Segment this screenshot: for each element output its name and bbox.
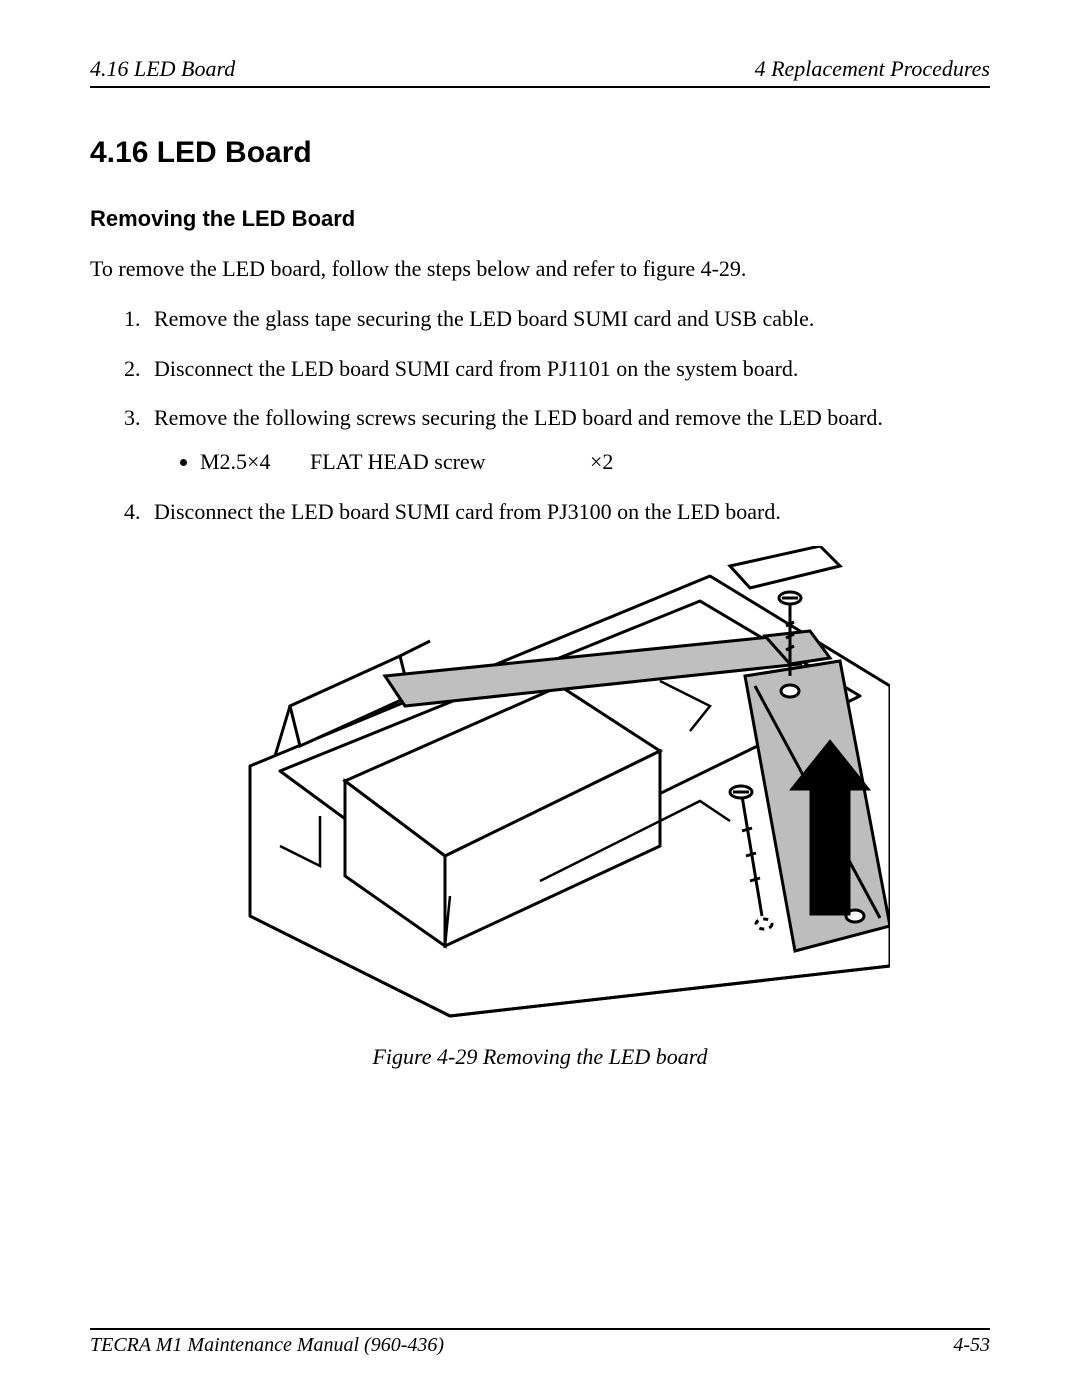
screw-desc: FLAT HEAD screw bbox=[310, 447, 590, 477]
screw-list: M2.5×4 FLAT HEAD screw ×2 bbox=[154, 447, 990, 477]
footer-left: TECRA M1 Maintenance Manual (960-436) bbox=[90, 1334, 444, 1357]
screw-qty: ×2 bbox=[590, 447, 613, 477]
figure: Figure 4-29 Removing the LED board bbox=[90, 546, 990, 1070]
section-title: 4.16 LED Board bbox=[90, 136, 990, 170]
step-4: Disconnect the LED board SUMI card from … bbox=[146, 497, 990, 527]
step-2: Disconnect the LED board SUMI card from … bbox=[146, 354, 990, 384]
footer-right: 4-53 bbox=[953, 1334, 990, 1357]
procedure-list: Remove the glass tape securing the LED b… bbox=[90, 304, 990, 526]
running-footer: TECRA M1 Maintenance Manual (960-436) 4-… bbox=[90, 1328, 990, 1357]
figure-caption: Figure 4-29 Removing the LED board bbox=[90, 1044, 990, 1070]
figure-illustration bbox=[190, 546, 890, 1026]
screw-item: M2.5×4 FLAT HEAD screw ×2 bbox=[200, 447, 990, 477]
step-3-text: Remove the following screws securing the… bbox=[154, 405, 883, 430]
header-left: 4.16 LED Board bbox=[90, 56, 235, 82]
header-right: 4 Replacement Procedures bbox=[755, 56, 990, 82]
step-3: Remove the following screws securing the… bbox=[146, 403, 990, 476]
running-header: 4.16 LED Board 4 Replacement Procedures bbox=[90, 56, 990, 88]
page: 4.16 LED Board 4 Replacement Procedures … bbox=[0, 0, 1080, 1397]
subheading: Removing the LED Board bbox=[90, 206, 990, 232]
intro-text: To remove the LED board, follow the step… bbox=[90, 256, 990, 282]
step-1: Remove the glass tape securing the LED b… bbox=[146, 304, 990, 334]
screw-spec: M2.5×4 bbox=[200, 447, 310, 477]
